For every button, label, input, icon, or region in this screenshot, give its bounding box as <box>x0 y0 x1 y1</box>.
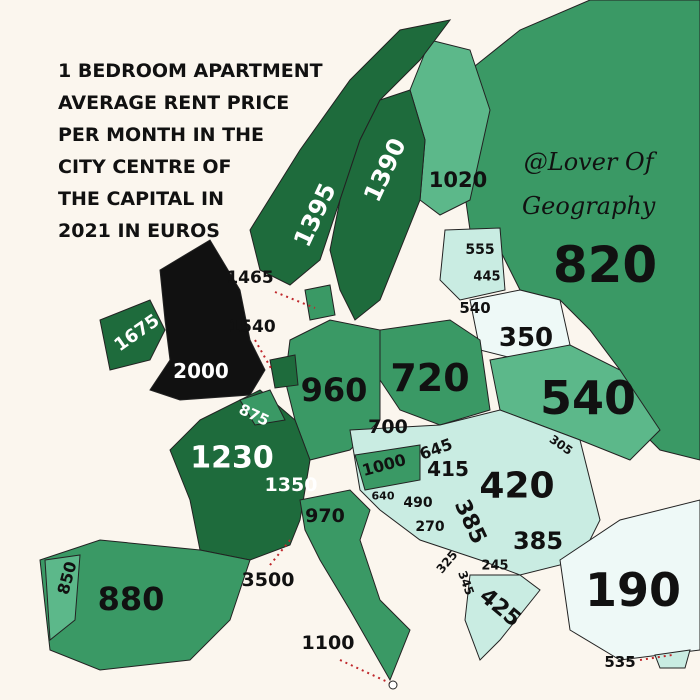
label-belarus: 350 <box>498 323 554 353</box>
label-latvia: 445 <box>473 269 501 285</box>
credit-line: @Lover Of <box>523 148 654 176</box>
label-north-macedonia: 245 <box>481 558 509 574</box>
label-croatia: 490 <box>403 495 433 511</box>
label-turkey: 190 <box>584 563 682 617</box>
cyprus-region <box>654 649 691 669</box>
iberia-region <box>39 539 251 671</box>
label-lithuania: 540 <box>459 299 491 317</box>
greece-region <box>464 574 541 661</box>
label-italy: 970 <box>305 505 345 527</box>
label-germany: 960 <box>300 371 368 409</box>
label-cyprus: 535 <box>604 653 636 671</box>
austria-region <box>354 444 421 491</box>
label-hungary: 415 <box>427 457 469 481</box>
uk-region <box>149 239 266 401</box>
title-line: 1 BEDROOM APARTMENT <box>58 60 323 82</box>
credit: @Lover Of Geography <box>522 140 655 228</box>
turkey-region <box>559 499 700 661</box>
netherlands-region <box>269 354 299 389</box>
baltics-region <box>439 227 506 301</box>
label-estonia: 555 <box>465 242 495 258</box>
label-spain: 880 <box>97 580 165 618</box>
map-title: 1 BEDROOM APARTMENT AVERAGE RENT PRICE P… <box>58 55 358 247</box>
malta-marker <box>388 680 398 690</box>
label-monaco: 3500 <box>241 569 295 591</box>
label-romania: 420 <box>479 465 555 507</box>
title-line: AVERAGE RENT PRICE <box>58 92 290 114</box>
label-poland: 720 <box>390 356 470 400</box>
label-bosnia: 270 <box>415 519 445 535</box>
portugal-region <box>44 554 81 641</box>
title-line: THE CAPITAL IN <box>58 188 224 210</box>
credit-line: Geography <box>522 192 656 220</box>
title-line: 2021 IN EUROS <box>58 220 220 242</box>
label-ukraine: 540 <box>539 371 637 425</box>
label-netherlands: 1540 <box>228 317 276 337</box>
label-malta: 1100 <box>301 632 355 654</box>
belgium-region <box>239 389 286 426</box>
label-france: 1230 <box>190 440 274 476</box>
label-switzerland: 1350 <box>264 474 318 496</box>
poland-region <box>379 319 491 426</box>
label-bulgaria: 385 <box>512 527 564 555</box>
label-russia: 820 <box>552 236 658 294</box>
ireland-region <box>99 299 166 371</box>
denmark-region <box>304 284 336 321</box>
italy-region <box>299 489 411 682</box>
france-region <box>169 389 311 561</box>
sweden-region <box>329 89 426 321</box>
label-uk: 2000 <box>173 359 229 383</box>
label-denmark: 1465 <box>226 268 274 288</box>
title-line: PER MONTH IN THE <box>58 124 265 146</box>
label-finland: 1020 <box>428 168 488 192</box>
label-czechia: 700 <box>368 416 408 438</box>
title-line: CITY CENTRE OF <box>58 156 232 178</box>
denmark-pointer <box>274 291 316 309</box>
germany-region <box>284 319 381 461</box>
label-slovenia: 640 <box>371 489 395 503</box>
